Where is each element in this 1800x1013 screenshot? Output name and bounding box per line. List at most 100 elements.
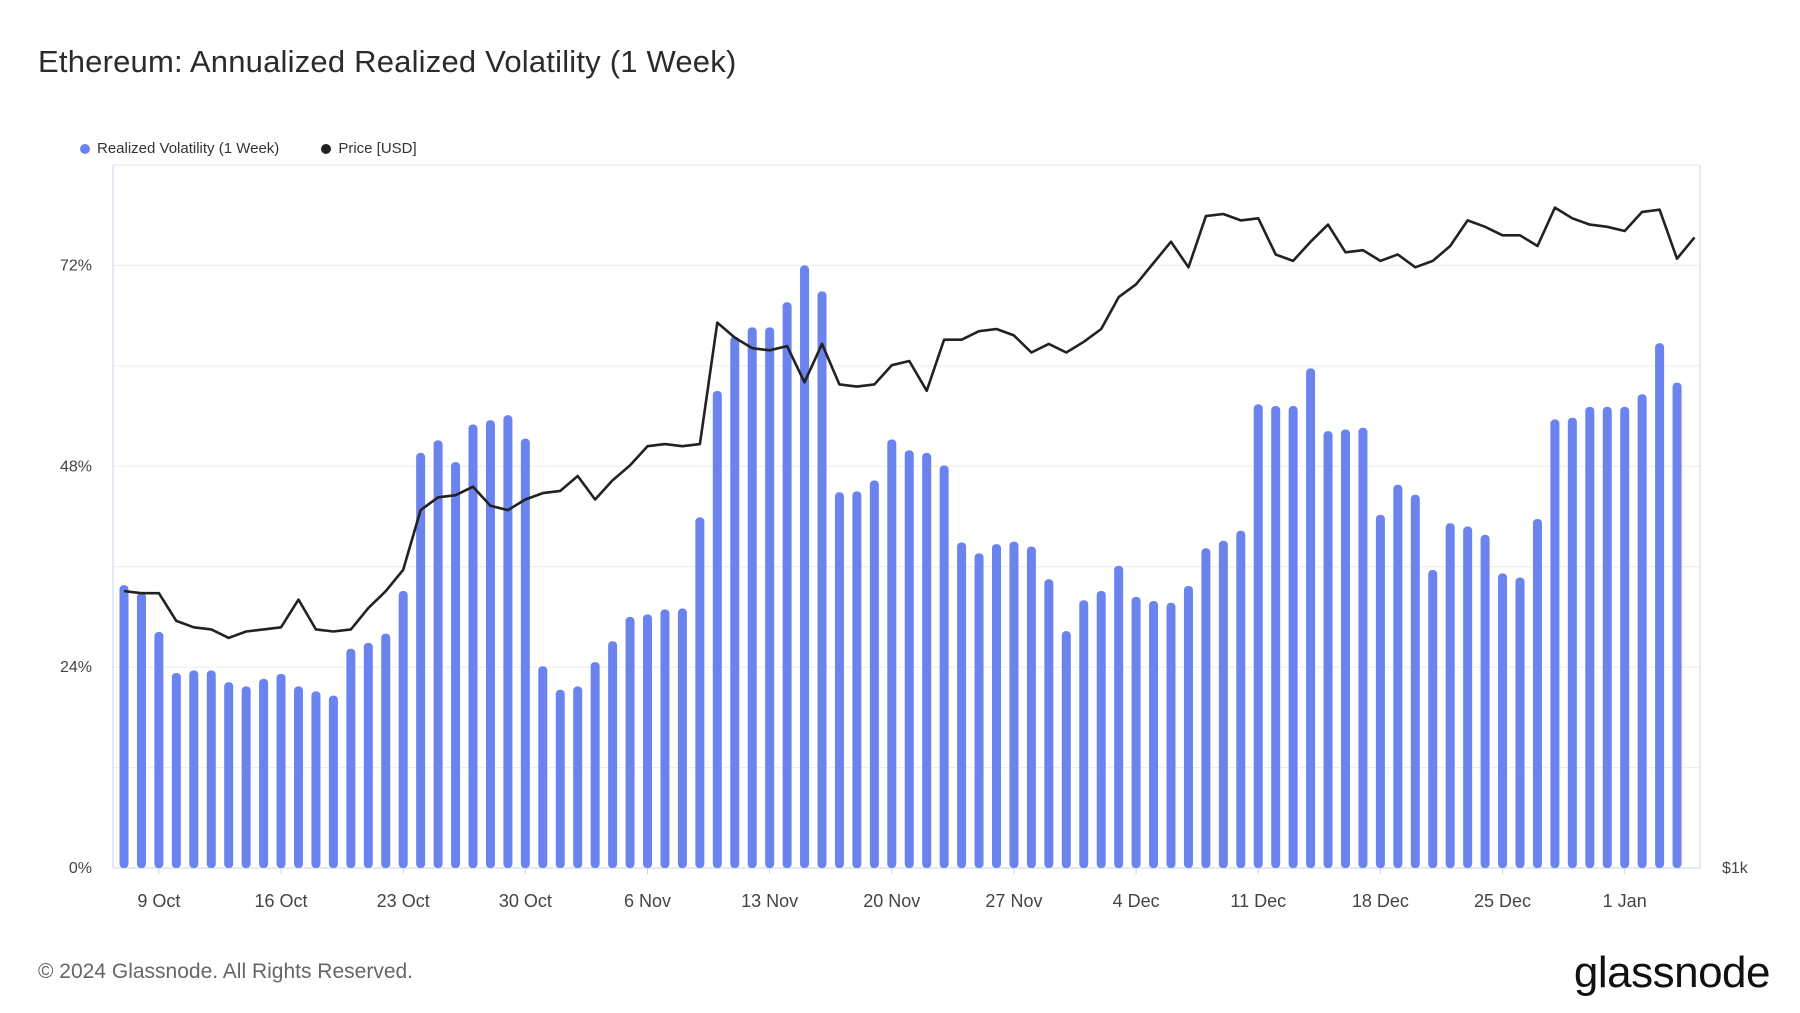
volatility-bar <box>1183 585 1193 868</box>
volatility-bar <box>1655 343 1665 868</box>
volatility-bar <box>1166 602 1176 868</box>
volatility-bar <box>224 682 234 868</box>
volatility-bar <box>590 662 600 868</box>
x-tick-label: 6 Nov <box>624 891 671 911</box>
volatility-bar <box>1532 519 1542 868</box>
legend-item-volatility[interactable]: Realized Volatility (1 Week) <box>80 140 279 157</box>
volatility-bar <box>1096 590 1106 868</box>
volatility-bar <box>206 670 216 868</box>
volatility-bar <box>887 439 897 868</box>
x-tick-label: 4 Dec <box>1113 891 1160 911</box>
volatility-bar <box>451 462 461 868</box>
y-tick-label: 48% <box>60 458 92 475</box>
volatility-bar <box>869 480 879 868</box>
volatility-bar <box>119 585 129 868</box>
volatility-bar <box>1393 484 1403 868</box>
volatility-bar <box>1009 541 1019 868</box>
volatility-bar <box>294 686 303 868</box>
x-tick-label: 18 Dec <box>1352 891 1409 911</box>
volatility-bar <box>276 673 286 868</box>
y-right-tick-label: $1k <box>1722 860 1749 877</box>
legend-item-price[interactable]: Price [USD] <box>321 140 417 157</box>
x-tick-label: 20 Nov <box>863 891 920 911</box>
x-tick-label: 1 Jan <box>1603 891 1647 911</box>
volatility-bar <box>1026 546 1036 868</box>
volatility-bar <box>136 592 146 868</box>
volatility-bar <box>695 517 705 868</box>
y-tick-label: 0% <box>69 860 92 877</box>
legend: Realized Volatility (1 Week) Price [USD] <box>80 140 417 157</box>
x-tick-label: 23 Oct <box>377 891 430 911</box>
volatility-bar <box>1585 406 1595 868</box>
x-tick-label: 9 Oct <box>137 891 180 911</box>
volatility-bar <box>189 670 199 868</box>
volatility-bar <box>730 336 740 868</box>
volatility-bar <box>1306 368 1316 868</box>
legend-volatility-label: Realized Volatility (1 Week) <box>97 140 280 157</box>
x-tick-label: 13 Nov <box>741 891 798 911</box>
x-tick-label: 25 Dec <box>1474 891 1531 911</box>
volatility-bar <box>992 544 1001 868</box>
copyright-text: © 2024 Glassnode. All Rights Reserved. <box>38 960 414 983</box>
volatility-bar <box>1288 406 1298 868</box>
legend-price-marker <box>321 143 332 154</box>
volatility-bar <box>677 608 687 868</box>
volatility-bar <box>765 327 775 869</box>
volatility-bar <box>468 424 478 868</box>
volatility-bar <box>1620 406 1630 868</box>
y-tick-label: 24% <box>60 659 92 676</box>
volatility-bar <box>1253 404 1263 868</box>
volatility-bar <box>328 695 338 868</box>
volatility-bar <box>1236 530 1246 868</box>
volatility-bar <box>416 452 426 868</box>
volatility-bar <box>904 450 914 868</box>
volatility-bar <box>1480 534 1490 868</box>
volatility-bar <box>608 641 618 868</box>
volatility-bar <box>1498 573 1508 868</box>
volatility-bar <box>957 542 967 868</box>
volatility-bar <box>520 438 530 868</box>
x-tick-label: 16 Oct <box>255 891 308 911</box>
volatility-bar <box>939 465 949 868</box>
price-line <box>123 206 1696 640</box>
volatility-bar <box>1358 427 1368 868</box>
volatility-bar <box>747 327 757 869</box>
volatility-bar <box>1410 494 1420 868</box>
volatility-bar <box>852 491 862 868</box>
volatility-bar <box>1061 631 1071 868</box>
volatility-bar <box>171 673 181 868</box>
volatility-bar <box>1463 526 1473 868</box>
volatility-bar <box>555 689 565 868</box>
x-tick-label: 27 Nov <box>985 891 1042 911</box>
volatility-bar <box>1271 406 1281 868</box>
volatility-bar <box>363 642 373 868</box>
volatility-bar <box>643 614 652 868</box>
volatility-bar <box>259 678 269 868</box>
volatility-bar <box>1131 596 1141 868</box>
legend-volatility-marker <box>80 143 90 154</box>
volatility-bar <box>573 686 583 868</box>
volatility-bar <box>1637 394 1647 868</box>
volatility-bar <box>817 291 827 868</box>
volatility-bar <box>1201 548 1211 868</box>
volatility-bar <box>1341 429 1350 868</box>
y-tick-label: 72% <box>60 257 92 274</box>
volatility-bar <box>503 415 513 868</box>
volatility-bar <box>1445 523 1455 868</box>
volatility-bar <box>485 420 495 868</box>
volatility-bar <box>398 590 408 868</box>
volatility-bar <box>712 390 722 868</box>
volatility-bar <box>154 631 164 868</box>
volatility-bar <box>1044 579 1054 868</box>
volatility-bar <box>625 616 635 868</box>
volatility-bar <box>1567 417 1577 868</box>
volatility-bar <box>311 691 321 868</box>
volatility-bar <box>433 440 443 868</box>
volatility-bar <box>1323 431 1333 868</box>
volatility-bar <box>1428 570 1438 868</box>
volatility-bar <box>834 492 844 868</box>
volatility-bar <box>800 265 810 868</box>
glassnode-logo: glassnode <box>1573 948 1771 997</box>
volatility-bar <box>1672 382 1682 868</box>
